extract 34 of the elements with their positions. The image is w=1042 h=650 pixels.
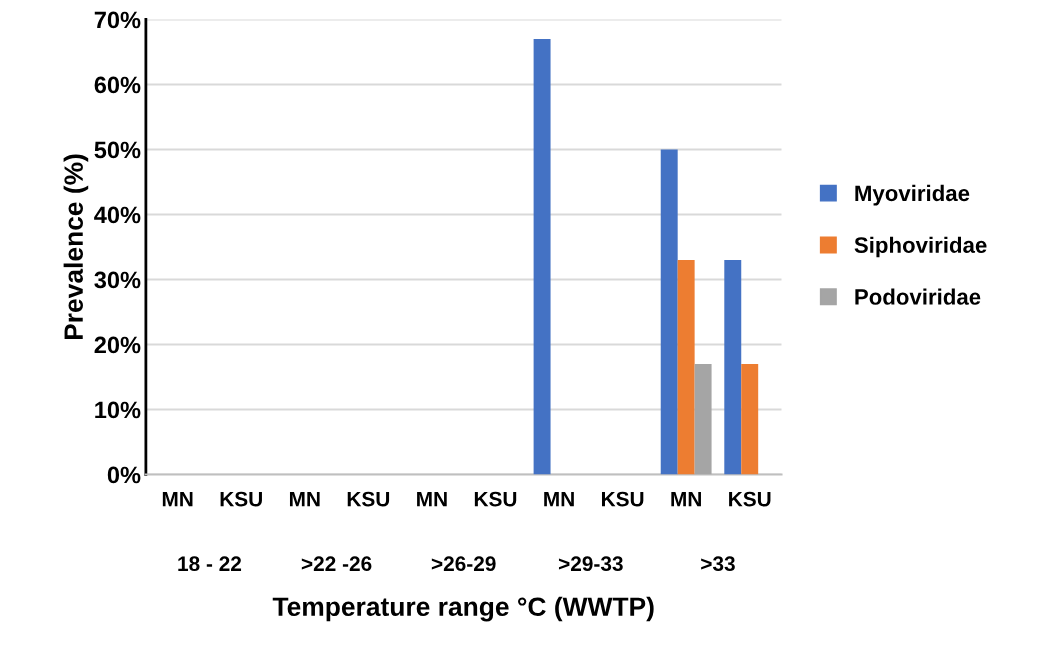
y-tick-label: 10%	[95, 401, 141, 419]
bar	[677, 260, 695, 475]
bar	[660, 149, 678, 475]
x-tick-label: MN	[417, 491, 447, 507]
x-tick-label: MN	[289, 491, 320, 507]
legend-label: Siphoviridae	[854, 236, 987, 258]
bar	[533, 39, 551, 475]
bar	[741, 364, 759, 475]
text: 18 - 22	[178, 556, 242, 572]
y-tick-label: 50%	[94, 141, 141, 159]
x-tick-label: KSU	[601, 491, 644, 507]
y-tick-label: 40%	[94, 206, 141, 224]
y-tick-label: 60%	[94, 76, 141, 94]
text: >29-33	[558, 556, 623, 572]
x-tick-label: KSU	[729, 491, 771, 507]
x-tick-label: MN	[162, 491, 193, 507]
x-tick-label: MN	[544, 491, 574, 507]
x-tick-label: KSU	[474, 491, 517, 507]
y-tick-label: 0%	[107, 466, 141, 484]
bar	[724, 260, 742, 475]
bar	[694, 364, 712, 475]
text: >33	[701, 556, 735, 572]
x-tick-label: KSU	[220, 491, 262, 507]
y-tick-label: 20%	[94, 336, 141, 354]
x-tick-label: MN	[671, 491, 701, 507]
legend-label: Myoviridae	[855, 184, 970, 206]
x-axis-title: Temperature range °C (WWTP)	[272, 596, 654, 622]
legend-label: Podoviridae	[855, 288, 981, 305]
text: >26-29	[431, 556, 496, 572]
text: >22 -26	[301, 556, 372, 572]
x-tick-label: KSU	[347, 491, 390, 507]
y-axis-title: Prevalence (%)	[63, 154, 89, 340]
y-tick-label: 30%	[94, 271, 141, 289]
y-tick-label: 70%	[94, 11, 141, 29]
